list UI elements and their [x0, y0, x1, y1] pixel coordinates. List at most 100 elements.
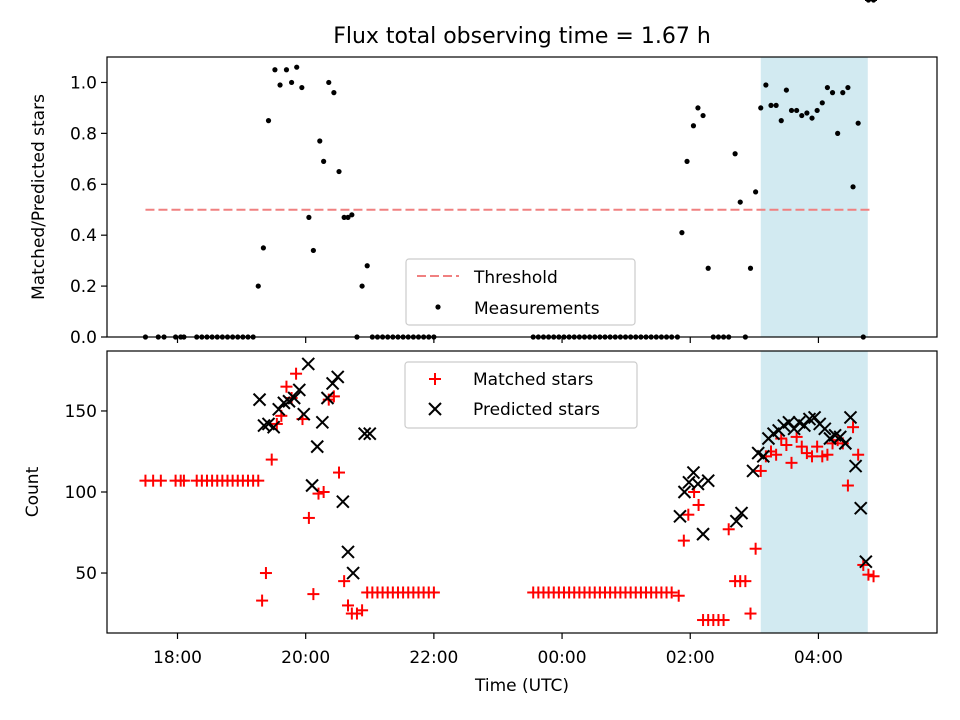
- measurement-point: [814, 107, 820, 114]
- top-panel: 0.0 0.2 0.4 0.6 0.8 1.0 Matched/Predicted sta…: [29, 0, 938, 348]
- top-legend-frame: [405, 258, 636, 326]
- matched-star-point: [256, 594, 269, 607]
- matched-star-point: [154, 474, 167, 487]
- measurement-point: [804, 110, 810, 116]
- legend-measurements-label: Measurements: [474, 299, 600, 319]
- bottom-y-tick-label: 150: [65, 402, 97, 422]
- matched-star-point: [852, 448, 865, 461]
- predicted-star-point: [331, 370, 345, 384]
- predicted-star-point: [363, 426, 377, 441]
- matched-star-point: [780, 439, 793, 451]
- measurement-point: [809, 115, 815, 121]
- top-y-tick-label: 0.2: [70, 277, 97, 297]
- matched-star-point: [816, 450, 829, 463]
- predicted-star-point: [310, 439, 324, 454]
- predicted-star-point: [287, 391, 301, 405]
- measurement-point: [747, 265, 754, 271]
- predicted-star-point: [297, 407, 311, 421]
- measurement-point: [260, 245, 266, 251]
- matched-star-point: [717, 614, 730, 627]
- legend-threshold-label: Threshold: [473, 268, 558, 288]
- predicted-star-point: [854, 501, 868, 515]
- measurement-point: [359, 283, 365, 289]
- measurement-point: [364, 263, 370, 269]
- predicted-star-point: [266, 420, 281, 434]
- matched-star-point: [677, 534, 690, 547]
- matched-star-point: [317, 486, 330, 498]
- measurement-point: [321, 158, 327, 164]
- predicted-star-point: [848, 459, 863, 473]
- top-y-tick-label: 1.0: [70, 73, 97, 93]
- matched-star-point: [307, 588, 320, 601]
- predicted-star-point: [346, 566, 360, 580]
- predicted-star-point: [729, 514, 744, 528]
- matched-star-point: [744, 607, 757, 620]
- measurement-point: [695, 105, 701, 111]
- matched-star-point: [785, 456, 798, 469]
- matched-star-point: [739, 575, 752, 588]
- predicted-star-point: [341, 545, 355, 559]
- measurement-point: [306, 214, 312, 220]
- measurement-point: [855, 120, 861, 126]
- measurement-point: [732, 151, 738, 157]
- measurement-point: [277, 82, 283, 88]
- measurement-point: [799, 112, 805, 119]
- predicted-star-point: [746, 464, 760, 478]
- measurement-point: [763, 82, 769, 88]
- x-axis-label: Time (UTC): [474, 676, 569, 696]
- predicted-star-point: [673, 509, 687, 524]
- matched-star-point: [867, 570, 880, 583]
- matched-star-point: [862, 568, 875, 581]
- measurement-point: [299, 84, 305, 91]
- predicted-star-point: [734, 506, 749, 520]
- predicted-star-point: [701, 473, 715, 488]
- matched-star-points: [139, 367, 880, 627]
- measurement-point: [690, 123, 697, 129]
- legend-matched-swatch: [429, 373, 441, 385]
- matched-star-point: [722, 523, 735, 536]
- measurement-point: [705, 265, 711, 271]
- x-tick-label: 04:00: [794, 648, 843, 668]
- matched-star-point: [754, 464, 767, 477]
- top-ylabel: Matched/Predicted stars: [29, 94, 49, 300]
- predicted-star-point: [677, 485, 692, 499]
- measurement-point: [294, 64, 300, 70]
- bottom-ylabel: Count: [23, 466, 43, 517]
- matched-star-point: [821, 448, 834, 461]
- predicted-star-point: [252, 392, 267, 407]
- measurement-point: [283, 67, 290, 73]
- legend-predicted-label: Predicted stars: [473, 400, 600, 420]
- matched-star-point: [847, 421, 860, 434]
- measurement-point: [768, 102, 774, 108]
- measurement-point: [819, 100, 825, 106]
- matched-star-point: [259, 567, 272, 580]
- measurement-point: [684, 158, 690, 164]
- measurement-point: [758, 105, 764, 111]
- bottom-axes-frame: [106, 350, 938, 634]
- measurement-point: [737, 199, 743, 205]
- bottom-legend: Matched stars Predicted stars: [404, 361, 638, 429]
- predicted-star-point: [859, 554, 873, 569]
- measurement-point: [783, 87, 789, 93]
- matched-star-point: [749, 542, 762, 555]
- x-tick-label: 18:00: [153, 648, 202, 668]
- top-y-tick-label: 0.6: [70, 175, 97, 195]
- measurement-point: [341, 214, 347, 220]
- legend-matched-label: Matched stars: [473, 370, 593, 390]
- top-y-ticks: 0.0 0.2 0.4 0.6 0.8 1.0: [70, 73, 107, 348]
- bottom-legend-frame: [404, 361, 638, 429]
- measurement-point: [272, 67, 278, 73]
- measurement-point: [840, 90, 846, 96]
- predicted-star-point: [357, 426, 372, 441]
- top-x-ticks: [176, 337, 820, 343]
- matched-star-point: [177, 474, 190, 487]
- predicted-star-points: [252, 0, 877, 580]
- matched-star-point: [333, 466, 346, 479]
- measurement-point: [288, 79, 295, 86]
- predicted-star-point: [315, 415, 330, 430]
- matched-star-point: [290, 367, 303, 380]
- measurement-point: [336, 168, 342, 175]
- measurement-point: [773, 102, 779, 108]
- measurement-point: [794, 107, 800, 114]
- matched-star-point: [427, 586, 440, 599]
